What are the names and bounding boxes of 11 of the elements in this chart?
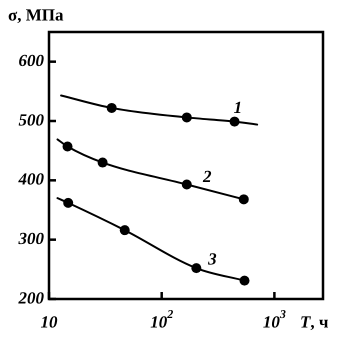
y-axis-title: σ, МПа bbox=[8, 5, 64, 24]
y-tick-label: 600 bbox=[18, 51, 44, 70]
series-label: 2 bbox=[202, 166, 212, 186]
y-tick-label: 500 bbox=[18, 110, 44, 130]
y-tick-label: 200 bbox=[18, 288, 44, 308]
y-tick-label: 400 bbox=[18, 170, 44, 189]
series-label: 3 bbox=[207, 249, 218, 268]
series-label: 1 bbox=[234, 98, 242, 117]
x-axis-title: T, ч bbox=[300, 312, 329, 332]
x-tick-label: 10 bbox=[40, 312, 58, 332]
y-tick-label: 300 bbox=[18, 229, 44, 248]
